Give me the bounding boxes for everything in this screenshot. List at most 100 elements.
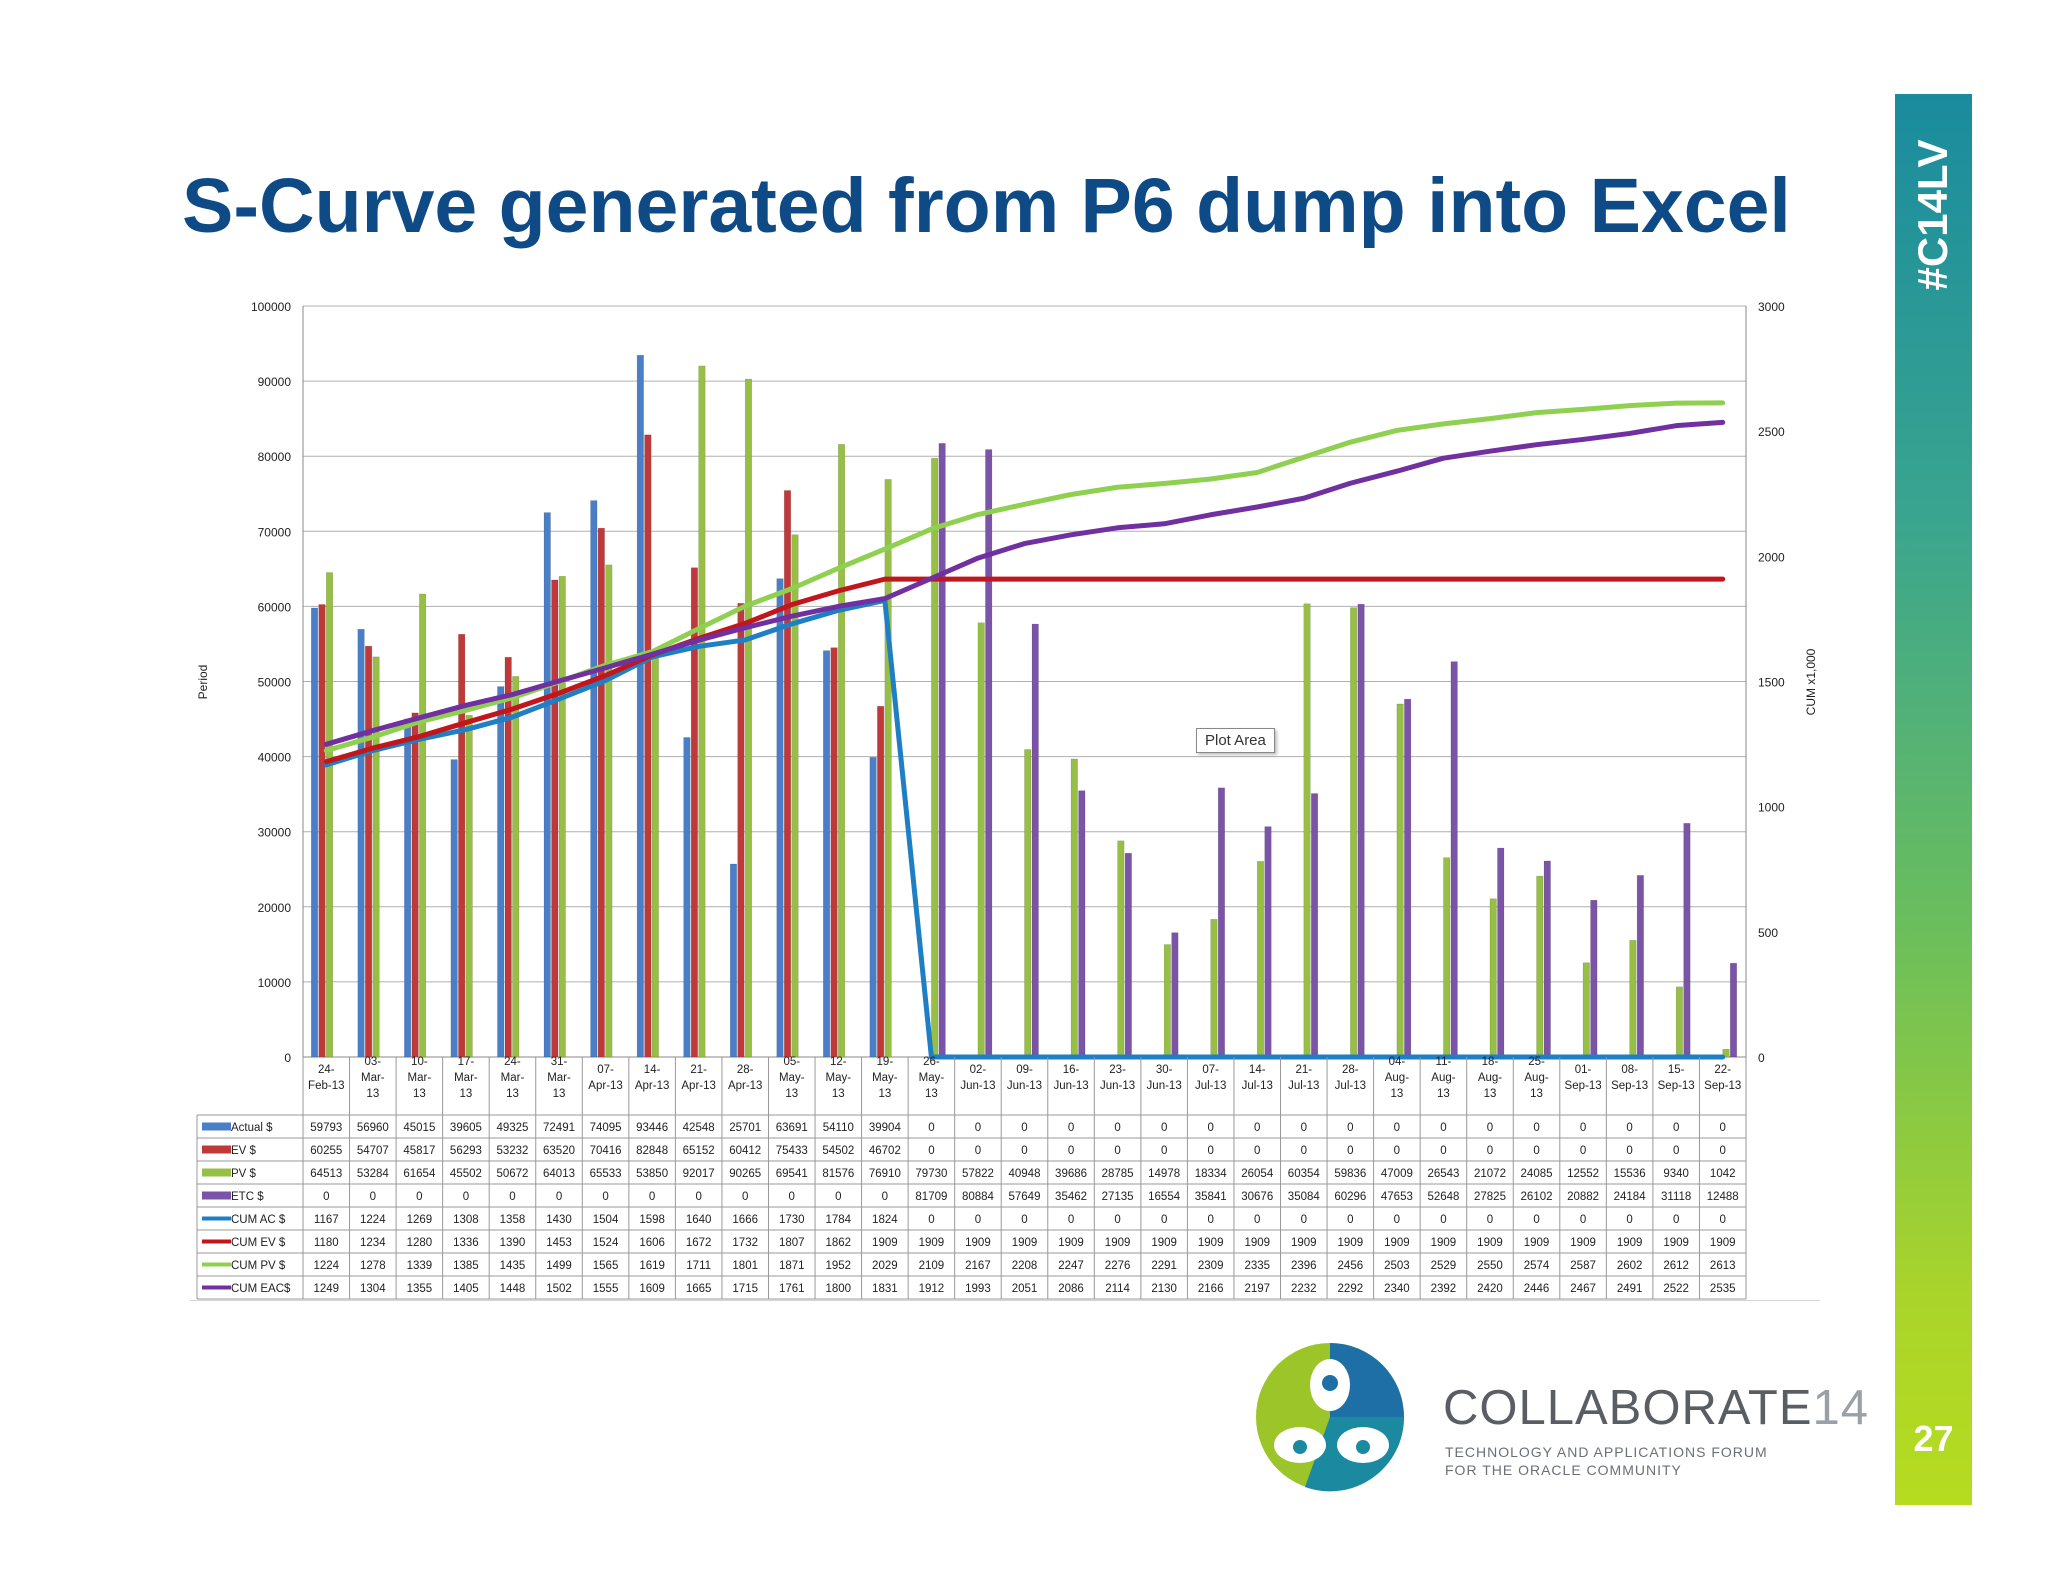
category-label: Jun-13 [1100, 1080, 1135, 1092]
category-label: Sep-13 [1704, 1080, 1741, 1092]
table-cell: 35084 [1288, 1191, 1321, 1203]
category-label: Mar- [547, 1072, 571, 1084]
table-cell: 0 [1161, 1214, 1167, 1226]
bar-actual [823, 650, 831, 1058]
table-cell: 1672 [686, 1237, 712, 1249]
category-label: 13 [366, 1088, 379, 1100]
table-cell: 0 [1533, 1145, 1539, 1157]
slide-title: S-Curve generated from P6 dump into Exce… [182, 163, 1791, 249]
table-cell: 1565 [593, 1260, 619, 1272]
table-cell: 0 [1626, 1145, 1632, 1157]
y-axis-title: Period [196, 665, 210, 700]
y-tick-label: 30000 [258, 826, 292, 840]
table-cell: 2208 [1012, 1260, 1038, 1272]
category-label: Jul-13 [1288, 1080, 1319, 1092]
table-cell: 1715 [732, 1283, 758, 1295]
brand-sidebar [1895, 94, 1972, 1505]
bar-pv [791, 534, 799, 1058]
table-cell: 0 [1440, 1214, 1446, 1226]
bar-ev [597, 527, 605, 1058]
table-cell: 0 [1487, 1122, 1493, 1134]
category-label: 13 [878, 1088, 891, 1100]
category-label: 13 [413, 1088, 426, 1100]
table-cell: 0 [1207, 1122, 1213, 1134]
table-cell: 76910 [869, 1168, 901, 1180]
bar-actual [683, 737, 691, 1058]
table-cell: 27135 [1102, 1191, 1134, 1203]
table-cell: 1801 [732, 1260, 758, 1272]
table-cell: 2420 [1477, 1283, 1503, 1295]
y-tick-label: 100000 [251, 300, 291, 314]
category-label: 13 [506, 1088, 519, 1100]
table-cell: 0 [1068, 1122, 1074, 1134]
table-cell: 57822 [962, 1168, 994, 1180]
y2-tick-label: 2000 [1758, 550, 1785, 564]
table-cell: 79730 [915, 1168, 947, 1180]
y-tick-label: 60000 [258, 600, 292, 614]
category-label: 13 [832, 1088, 845, 1100]
table-cell: 1909 [965, 1237, 991, 1249]
legend-label: CUM PV $ [231, 1260, 286, 1272]
category-label: 13 [1390, 1088, 1403, 1100]
table-cell: 1502 [546, 1283, 572, 1295]
table-cell: 2086 [1058, 1283, 1084, 1295]
bar-ev [365, 645, 373, 1058]
table-cell: 1909 [1710, 1237, 1736, 1249]
table-cell: 0 [1068, 1214, 1074, 1226]
category-label: Feb-13 [308, 1080, 344, 1092]
table-cell: 54502 [822, 1145, 854, 1157]
category-label: 07- [597, 1064, 614, 1076]
table-cell: 0 [1347, 1145, 1353, 1157]
table-cell: 0 [463, 1191, 469, 1203]
category-label: Mar- [454, 1072, 478, 1084]
category-label: 23- [1109, 1064, 1126, 1076]
table-cell: 0 [370, 1191, 376, 1203]
table-cell: 60412 [729, 1145, 761, 1157]
table-cell: 1784 [826, 1214, 852, 1226]
table-cell: 2522 [1663, 1283, 1689, 1295]
table-cell: 0 [1301, 1214, 1307, 1226]
table-cell: 0 [1673, 1214, 1679, 1226]
legend-swatch [202, 1191, 231, 1200]
table-cell: 1308 [453, 1214, 479, 1226]
table-cell: 24085 [1521, 1168, 1553, 1180]
table-cell: 14978 [1148, 1168, 1180, 1180]
category-label: 08- [1621, 1064, 1638, 1076]
table-cell: 1761 [779, 1283, 805, 1295]
table-cell: 0 [789, 1191, 795, 1203]
table-cell: 1807 [779, 1237, 805, 1249]
table-cell: 1909 [1570, 1237, 1596, 1249]
table-cell: 1831 [872, 1283, 898, 1295]
table-cell: 0 [1673, 1122, 1679, 1134]
bar-pv [744, 378, 753, 1058]
category-label: 16- [1063, 1064, 1080, 1076]
legend-swatch [202, 1145, 231, 1154]
table-cell: 80884 [962, 1191, 995, 1203]
table-cell: 60296 [1334, 1191, 1366, 1203]
category-label: 25- [1528, 1056, 1545, 1068]
table-cell: 2109 [919, 1260, 945, 1272]
collaborate-logo-icon [1256, 1343, 1405, 1492]
category-label: 24- [318, 1064, 335, 1076]
table-cell: 52648 [1427, 1191, 1459, 1203]
category-label: 13 [460, 1088, 473, 1100]
category-label: Jun-13 [1007, 1080, 1042, 1092]
bar-actual [869, 757, 877, 1058]
table-cell: 81709 [915, 1191, 947, 1203]
table-cell: 1909 [1244, 1237, 1270, 1249]
table-cell: 45817 [403, 1145, 435, 1157]
table-cell: 1598 [639, 1214, 665, 1226]
table-cell: 1909 [1617, 1237, 1643, 1249]
table-cell: 0 [975, 1145, 981, 1157]
table-cell: 0 [1161, 1145, 1167, 1157]
table-cell: 0 [1347, 1122, 1353, 1134]
table-cell: 0 [975, 1214, 981, 1226]
brand-tagline-2: FOR THE ORACLE COMMUNITY [1445, 1462, 1682, 1478]
table-cell: 1336 [453, 1237, 479, 1249]
table-cell: 1909 [1151, 1237, 1177, 1249]
table-cell: 1224 [313, 1260, 339, 1272]
category-label: 24- [504, 1056, 521, 1068]
bar-actual [543, 512, 551, 1058]
table-cell: 1167 [314, 1214, 339, 1226]
table-cell: 93446 [636, 1122, 668, 1134]
